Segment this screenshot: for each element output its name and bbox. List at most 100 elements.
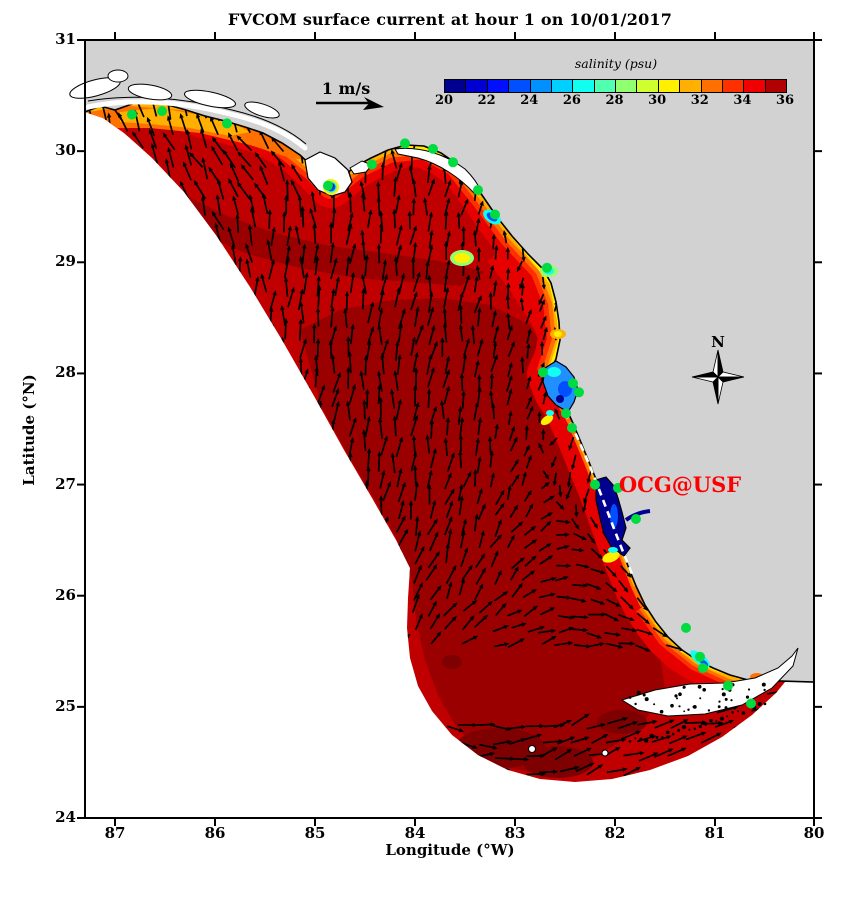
current-arrow (555, 577, 565, 582)
current-arrow (142, 568, 147, 582)
current-arrow (234, 328, 239, 344)
current-arrow (670, 720, 685, 730)
current-arrow (134, 343, 140, 358)
current-arrow (314, 260, 318, 276)
current-arrow-head (207, 582, 212, 589)
current-arrow-head (112, 761, 117, 767)
current-arrow-head (261, 192, 266, 198)
current-arrow (301, 716, 312, 727)
current-arrow (415, 520, 419, 537)
current-arrow-head (322, 520, 328, 526)
current-arrow-head (118, 178, 123, 184)
current-arrow-head (137, 288, 142, 294)
current-arrow (538, 303, 544, 312)
current-arrow-head (455, 750, 461, 755)
current-arrow (94, 410, 101, 424)
current-arrow (457, 216, 461, 229)
current-arrow (282, 216, 286, 233)
current-arrow-head (415, 593, 420, 599)
current-arrow (395, 602, 402, 616)
current-arrow-head (529, 570, 536, 576)
current-arrow-head (510, 534, 515, 540)
current-arrow-head (426, 768, 432, 774)
current-arrow (510, 570, 517, 581)
current-arrow (347, 216, 353, 232)
current-arrow (379, 422, 384, 439)
current-arrow-head (461, 225, 466, 231)
current-arrow-head (129, 743, 134, 750)
current-arrow-head (223, 706, 228, 713)
current-arrow (523, 448, 529, 457)
station-dot (681, 622, 691, 633)
current-arrow-head (147, 550, 153, 556)
current-arrow (190, 454, 197, 468)
current-arrow (540, 514, 550, 520)
station-dot (613, 482, 623, 493)
current-arrow (507, 345, 514, 358)
current-arrow (315, 484, 319, 501)
current-arrow (349, 276, 354, 293)
station-dot (400, 138, 410, 149)
current-arrow-head (333, 481, 338, 488)
current-arrow (429, 588, 440, 601)
colorbar-tick-label: 24 (520, 93, 539, 108)
current-arrow-head (499, 502, 505, 509)
current-arrow (476, 723, 491, 726)
current-arrow-head (387, 534, 393, 540)
current-arrow-head (284, 433, 289, 440)
current-arrow (492, 626, 505, 633)
current-arrow (233, 200, 240, 215)
current-arrow-head (104, 341, 109, 347)
current-arrow (251, 453, 257, 468)
current-arrow (251, 211, 257, 228)
current-arrow-head (113, 147, 118, 154)
current-arrow-head (161, 761, 167, 768)
current-arrow (316, 440, 320, 457)
current-arrow-head (298, 318, 303, 324)
current-arrow (493, 643, 505, 648)
current-arrow (509, 508, 517, 518)
current-arrow (585, 582, 598, 589)
current-arrow (298, 600, 304, 614)
colorbar-tick-label: 26 (562, 93, 581, 108)
current-arrow (377, 388, 381, 405)
current-arrow-head (144, 433, 150, 440)
current-arrow-head (153, 245, 158, 252)
current-arrow (382, 150, 387, 167)
current-arrow-head (101, 166, 106, 172)
current-arrow (187, 133, 193, 150)
current-arrow (269, 490, 273, 505)
current-arrow-head (309, 713, 315, 719)
current-arrow (489, 440, 492, 453)
current-arrow-head (306, 529, 311, 536)
current-arrow (430, 345, 437, 359)
current-arrow-head (222, 383, 227, 390)
current-arrow (427, 216, 432, 232)
current-arrow (461, 618, 472, 631)
current-arrow (426, 439, 431, 454)
current-arrow-head (426, 388, 432, 394)
current-arrow-head (92, 628, 97, 634)
current-arrow-head (235, 549, 240, 555)
current-arrow (85, 184, 94, 200)
current-arrow (269, 311, 273, 326)
current-arrow (142, 621, 152, 633)
current-arrow-head (465, 337, 470, 344)
current-arrow-head (440, 755, 446, 760)
current-arrow (260, 169, 269, 185)
current-arrow (428, 234, 433, 249)
current-arrow (347, 405, 351, 421)
current-arrow-head (517, 609, 523, 614)
current-arrow (220, 388, 226, 405)
current-arrow-head (290, 286, 295, 293)
current-arrow-head (396, 286, 401, 293)
current-arrow-head (140, 452, 145, 458)
current-arrow-head (615, 746, 621, 752)
current-arrow-head (527, 309, 532, 315)
current-arrow-head (531, 589, 537, 594)
current-arrow (119, 262, 126, 277)
current-arrow (317, 603, 323, 616)
current-arrow (429, 535, 437, 552)
current-arrow-head (458, 304, 463, 310)
current-arrow-head (377, 451, 382, 457)
